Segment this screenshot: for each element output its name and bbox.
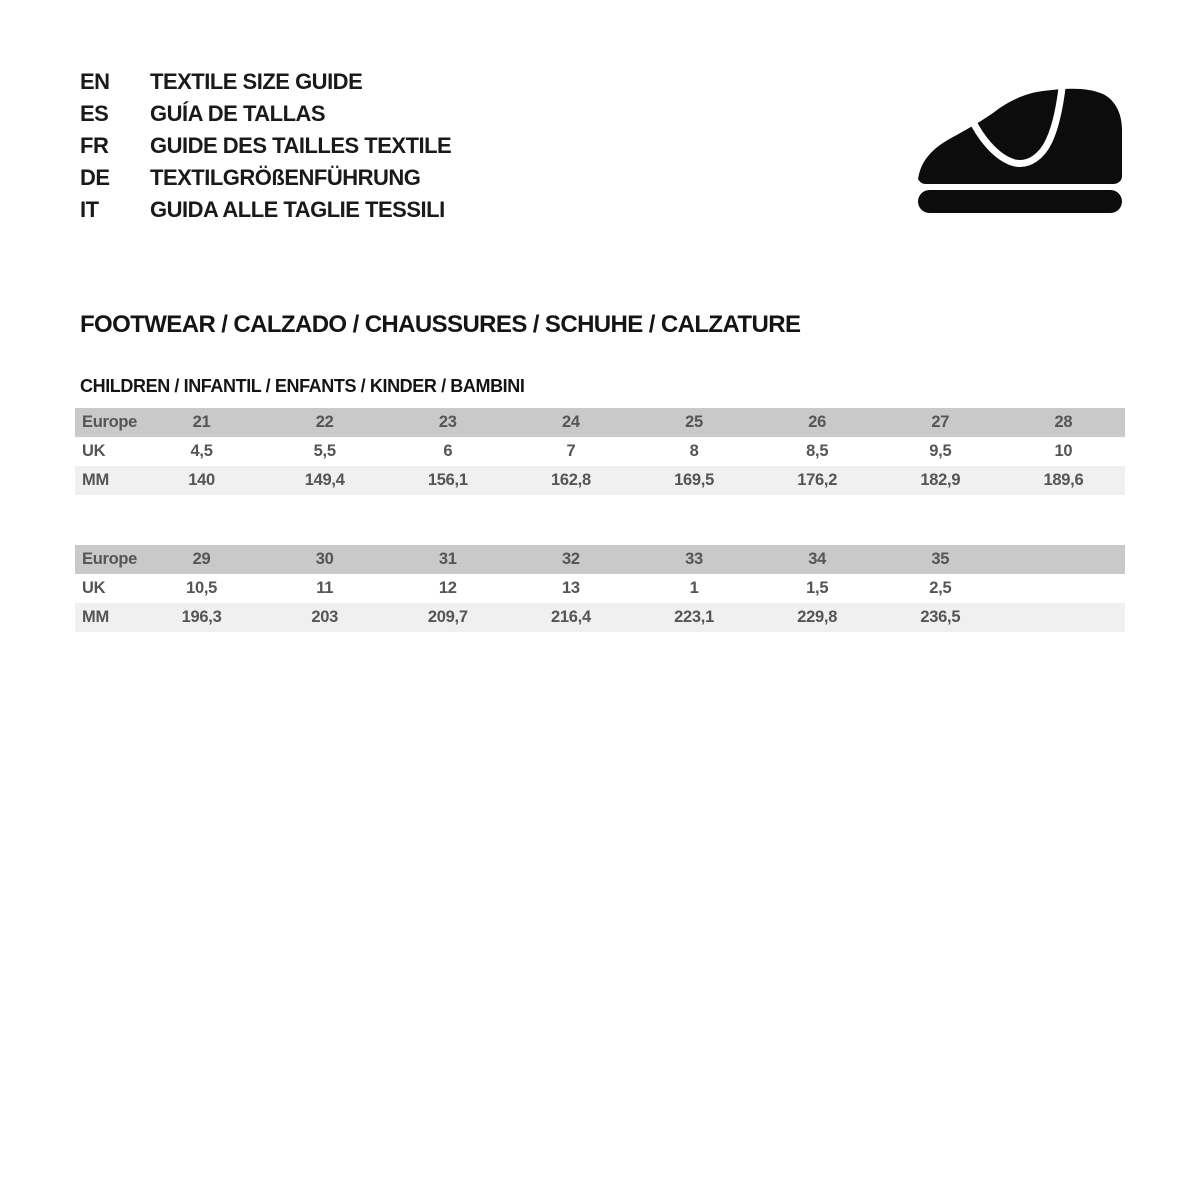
size-cell: 223,1 [632, 603, 756, 632]
language-row-en: EN TEXTILE SIZE GUIDE [80, 66, 451, 98]
size-cell: 236,5 [878, 603, 1002, 632]
size-cell: 149,4 [263, 466, 387, 495]
size-cell: 216,4 [509, 603, 633, 632]
size-cell: 1 [632, 574, 756, 603]
language-label: GUÍA DE TALLAS [150, 101, 326, 126]
row-label: MM [75, 603, 140, 632]
table-row-uk: UK 10,5 11 12 13 1 1,5 2,5 [75, 574, 1125, 603]
language-label: GUIDE DES TAILLES TEXTILE [150, 133, 452, 158]
size-cell: 156,1 [386, 466, 510, 495]
size-cell: 23 [386, 408, 510, 437]
size-cell: 26 [755, 408, 879, 437]
size-cell: 29 [140, 545, 264, 574]
size-cell: 27 [878, 408, 1002, 437]
language-row-de: DE TEXTILGRÖßENFÜHRUNG [80, 162, 451, 194]
size-cell: 203 [263, 603, 387, 632]
category-title: CHILDREN / INFANTIL / ENFANTS / KINDER /… [80, 376, 525, 396]
size-cell: 28 [1001, 408, 1125, 437]
size-cell: 140 [140, 466, 264, 495]
size-cell: 7 [509, 437, 633, 466]
language-code: FR [80, 133, 109, 158]
size-cell: 35 [878, 545, 1002, 574]
size-cell: 189,6 [1001, 466, 1125, 495]
size-cell [1001, 603, 1125, 632]
table-row-europe: Europe 21 22 23 24 25 26 27 28 [75, 408, 1125, 437]
children-size-table-2: Europe 29 30 31 32 33 34 35 UK 10,5 11 1… [75, 545, 1125, 632]
size-cell [1001, 545, 1125, 574]
size-cell: 2,5 [878, 574, 1002, 603]
size-cell: 1,5 [755, 574, 879, 603]
table-row-mm: MM 140 149,4 156,1 162,8 169,5 176,2 182… [75, 466, 1125, 495]
size-cell: 4,5 [140, 437, 264, 466]
size-cell: 34 [755, 545, 879, 574]
row-label: Europe [75, 408, 140, 437]
language-row-it: IT GUIDA ALLE TAGLIE TESSILI [80, 194, 451, 226]
size-cell: 31 [386, 545, 510, 574]
size-cell: 32 [509, 545, 633, 574]
size-cell: 176,2 [755, 466, 879, 495]
row-label: MM [75, 466, 140, 495]
size-cell: 182,9 [878, 466, 1002, 495]
size-cell: 209,7 [386, 603, 510, 632]
table-row-europe: Europe 29 30 31 32 33 34 35 [75, 545, 1125, 574]
language-row-fr: FR GUIDE DES TAILLES TEXTILE [80, 130, 452, 162]
size-cell: 30 [263, 545, 387, 574]
children-shoe-icon [915, 88, 1125, 213]
size-cell: 162,8 [509, 466, 633, 495]
size-cell: 169,5 [632, 466, 756, 495]
row-label: Europe [75, 545, 140, 574]
size-cell: 11 [263, 574, 387, 603]
size-cell: 8 [632, 437, 756, 466]
size-cell: 6 [386, 437, 510, 466]
size-cell: 25 [632, 408, 756, 437]
size-cell: 21 [140, 408, 264, 437]
size-cell: 10,5 [140, 574, 264, 603]
language-label: TEXTILE SIZE GUIDE [150, 69, 363, 94]
size-cell: 196,3 [140, 603, 264, 632]
size-cell: 12 [386, 574, 510, 603]
language-code: EN [80, 69, 110, 94]
size-cell: 9,5 [878, 437, 1002, 466]
language-code: ES [80, 101, 109, 126]
language-row-es: ES GUÍA DE TALLAS [80, 98, 451, 130]
row-label: UK [75, 574, 140, 603]
children-size-table-1: Europe 21 22 23 24 25 26 27 28 UK 4,5 5,… [75, 408, 1125, 495]
table-row-uk: UK 4,5 5,5 6 7 8 8,5 9,5 10 [75, 437, 1125, 466]
table-row-mm: MM 196,3 203 209,7 216,4 223,1 229,8 236… [75, 603, 1125, 632]
language-code: DE [80, 165, 110, 190]
size-cell: 8,5 [755, 437, 879, 466]
size-cell: 5,5 [263, 437, 387, 466]
size-cell: 10 [1001, 437, 1125, 466]
size-cell: 33 [632, 545, 756, 574]
size-cell [1001, 574, 1125, 603]
section-title: FOOTWEAR / CALZADO / CHAUSSURES / SCHUHE… [80, 311, 801, 338]
size-cell: 22 [263, 408, 387, 437]
language-list: EN TEXTILE SIZE GUIDE ES GUÍA DE TALLAS … [80, 66, 452, 226]
language-code: IT [80, 197, 99, 222]
size-cell: 24 [509, 408, 633, 437]
size-cell: 13 [509, 574, 633, 603]
row-label: UK [75, 437, 140, 466]
language-label: GUIDA ALLE TAGLIE TESSILI [150, 197, 445, 222]
size-cell: 229,8 [755, 603, 879, 632]
language-label: TEXTILGRÖßENFÜHRUNG [150, 165, 421, 190]
